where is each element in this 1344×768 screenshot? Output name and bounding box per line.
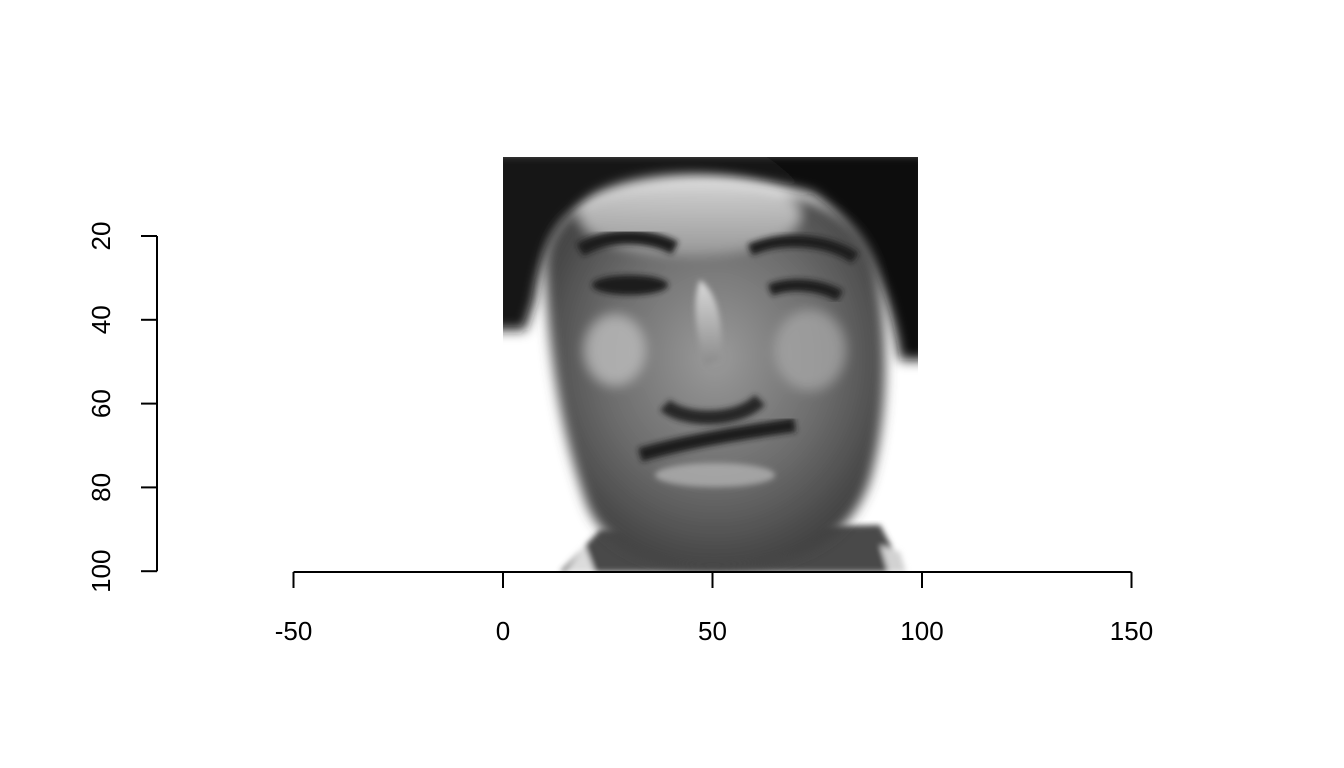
x-tick-label: 150 <box>1110 616 1153 646</box>
y-tick-label: 100 <box>86 550 116 593</box>
y-tick-label: 20 <box>86 222 116 251</box>
x-tick-label: -50 <box>275 616 313 646</box>
x-tick-label: 50 <box>698 616 727 646</box>
x-tick-label: 100 <box>900 616 943 646</box>
face-image <box>503 157 918 572</box>
x-tick-label: 0 <box>496 616 510 646</box>
y-axis: 20 40 60 80 100 <box>86 222 158 593</box>
y-tick-label: 40 <box>86 305 116 334</box>
x-axis: -50 0 50 100 150 <box>275 571 1153 646</box>
y-tick-label: 60 <box>86 389 116 418</box>
y-tick-label: 80 <box>86 473 116 502</box>
